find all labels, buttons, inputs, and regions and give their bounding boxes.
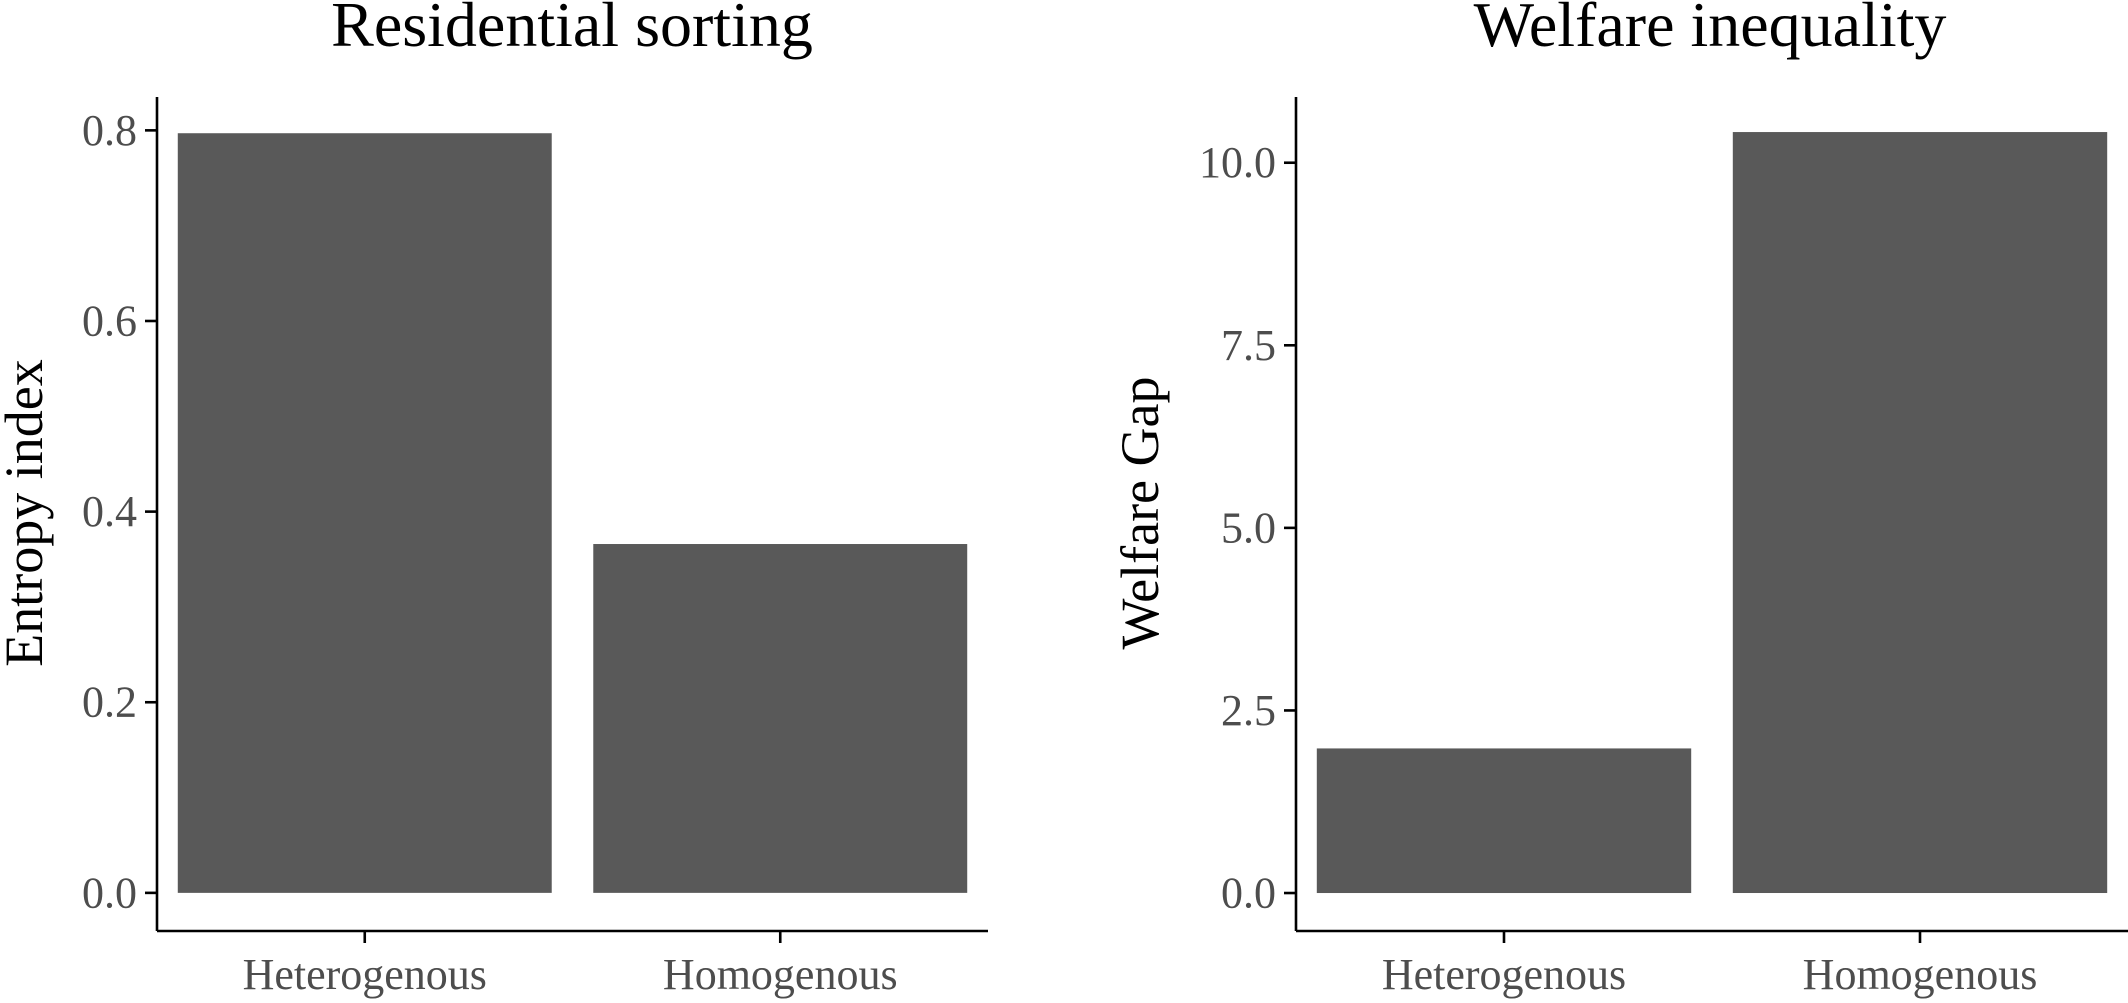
- plot-area: 0.0 2.5 5.0 7.5 10.0 Heterogenous Homogenous: [1199, 97, 2128, 999]
- x-tick-label: Homogenous: [663, 950, 898, 999]
- y-tick-label: 0.2: [82, 678, 137, 727]
- x-tick-label: Heterogenous: [1382, 950, 1626, 999]
- y-tick-label: 0.8: [82, 106, 137, 155]
- bar-homogenous: [1732, 132, 2108, 894]
- x-tick-label: Homogenous: [1803, 950, 2038, 999]
- x-tick-label: Heterogenous: [243, 950, 487, 999]
- panel-title: Residential sorting: [331, 0, 813, 60]
- bar-homogenous: [593, 544, 968, 893]
- y-tick-label: 5.0: [1221, 503, 1276, 552]
- bar-heterogenous: [1316, 748, 1692, 894]
- bar-heterogenous: [177, 133, 552, 893]
- y-tick-label: 0.0: [1221, 869, 1276, 918]
- y-tick-label: 10.0: [1199, 138, 1276, 187]
- y-tick-label: 0.0: [82, 868, 137, 917]
- panel-residential-sorting: Residential sorting Entropy index 0.0 0.2…: [0, 0, 988, 999]
- y-tick-label: 0.6: [82, 296, 137, 345]
- panel-title: Welfare inequality: [1474, 0, 1947, 60]
- plot-area: 0.0 0.2 0.4 0.6 0.8 Heterogenous Homogenous: [82, 97, 988, 999]
- panel-welfare-inequality: Welfare inequality Welfare Gap 0.0 2.5 5.0…: [1110, 0, 2128, 999]
- y-tick-label: 2.5: [1221, 686, 1276, 735]
- y-axis-title: Entropy index: [0, 359, 54, 666]
- y-axis-title: Welfare Gap: [1110, 377, 1170, 650]
- y-tick-label: 7.5: [1221, 321, 1276, 370]
- y-tick-label: 0.4: [82, 487, 137, 536]
